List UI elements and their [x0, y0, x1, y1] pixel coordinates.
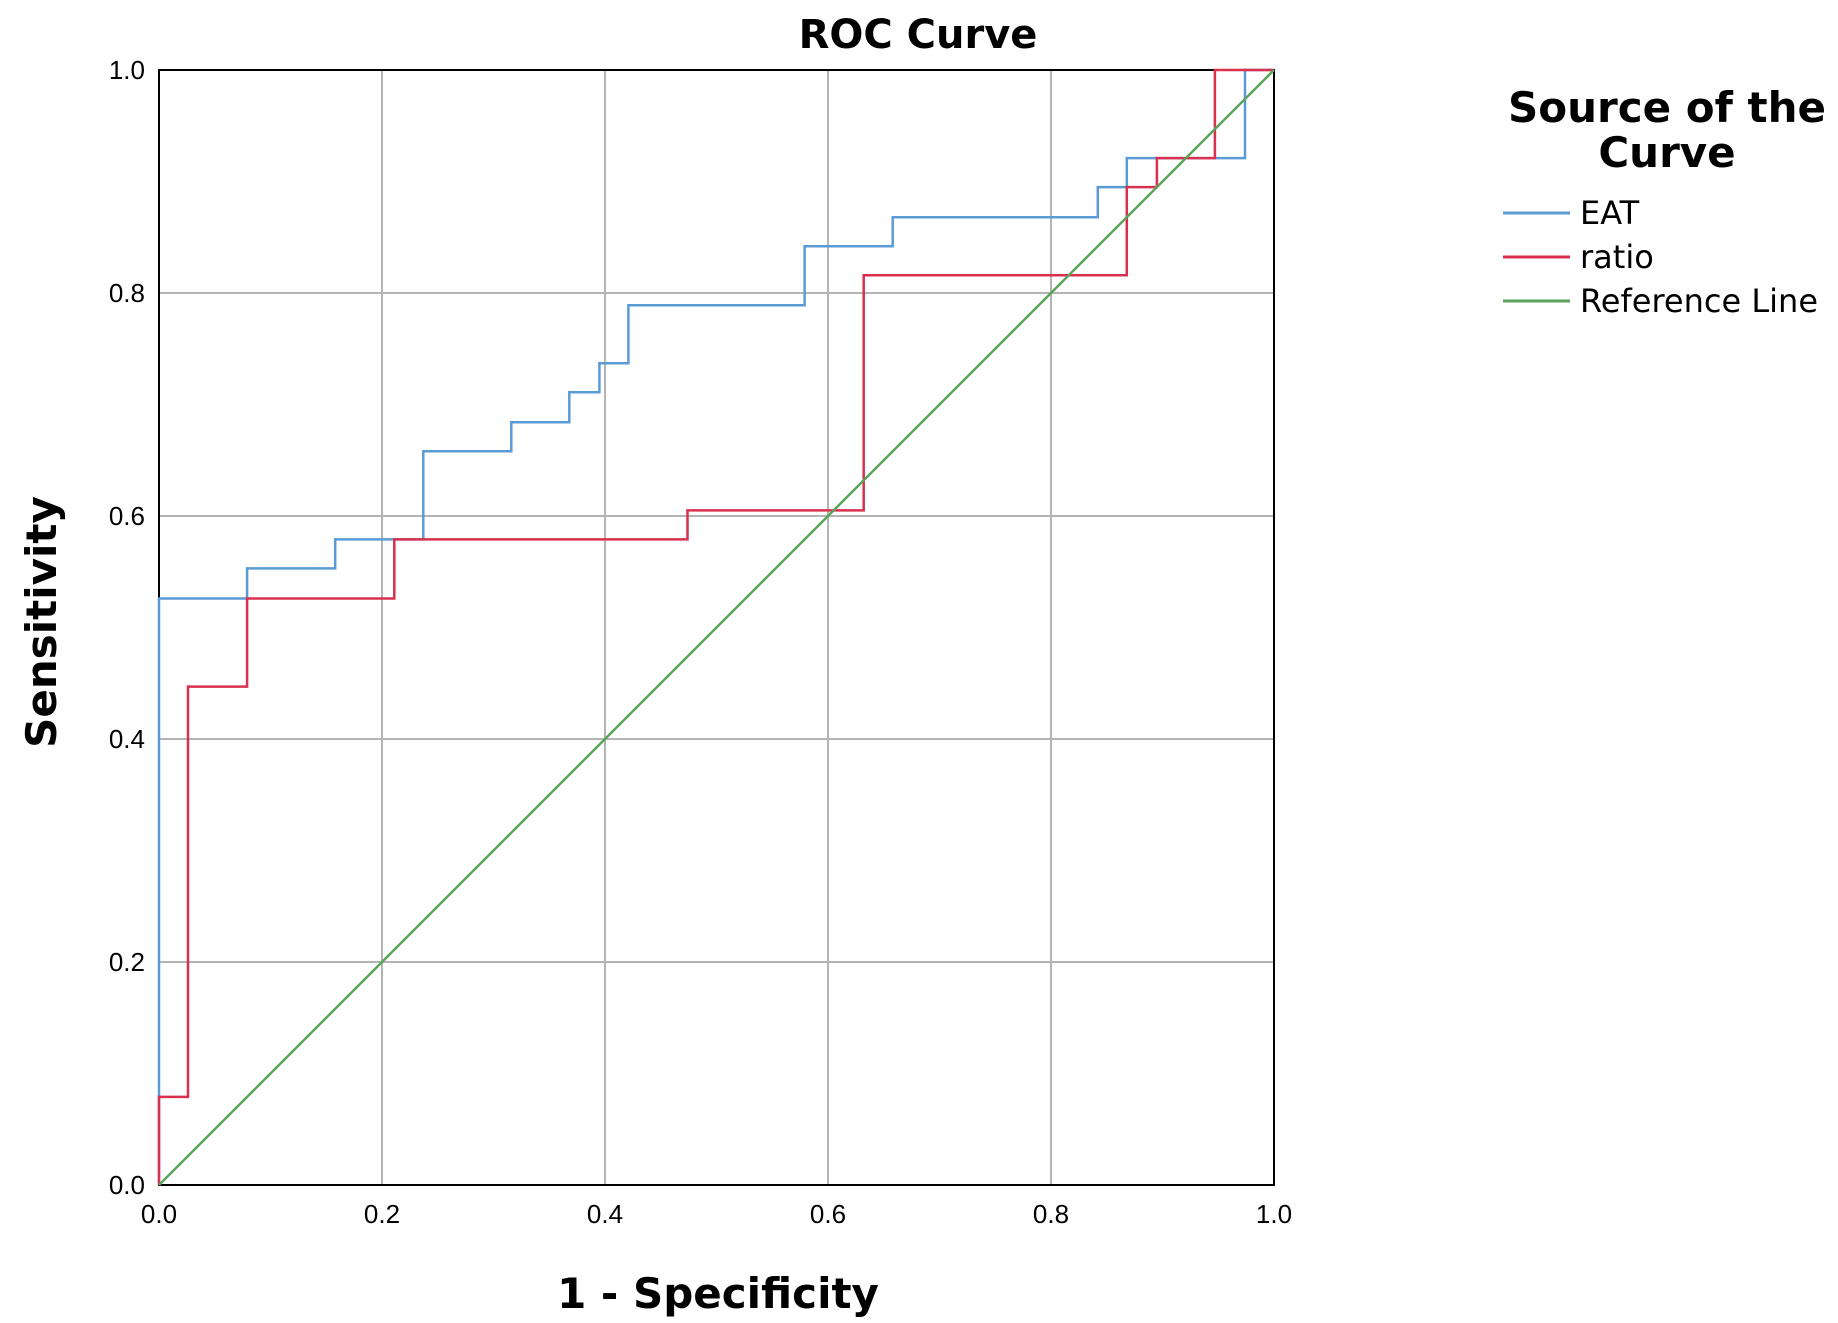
x-axis-label: 1 - Specificity — [557, 1269, 879, 1318]
x-tick-label: 0.2 — [364, 1199, 400, 1229]
series-line-eat — [157, 68, 1274, 1185]
y-tick-label: 0.8 — [109, 278, 145, 308]
x-tick-labels: 0.0 0.2 0.4 0.6 0.8 1.0 — [141, 1199, 1292, 1229]
y-tick-label: 0.6 — [109, 501, 145, 531]
legend-title-line: Curve — [1598, 128, 1735, 177]
series-line-ratio — [157, 68, 1274, 1185]
x-tick-label: 0.6 — [810, 1199, 846, 1229]
series-group — [157, 68, 1275, 1186]
x-tick-label: 0.4 — [587, 1199, 623, 1229]
legend-label-ratio: ratio — [1580, 238, 1654, 276]
grid — [159, 70, 1274, 1185]
y-tick-label: 0.0 — [109, 1170, 145, 1200]
series-line-reference-line — [158, 69, 1275, 1186]
x-tick-label: 0.8 — [1033, 1199, 1069, 1229]
x-tick-label: 0.0 — [141, 1199, 177, 1229]
y-tick-labels: 0.0 0.2 0.4 0.6 0.8 1.0 — [109, 55, 145, 1200]
legend-title-line: Source of the — [1508, 83, 1826, 132]
y-tick-label: 0.2 — [109, 947, 145, 977]
chart-title: ROC Curve — [799, 12, 1038, 58]
x-tick-label: 1.0 — [1256, 1199, 1292, 1229]
y-tick-label: 0.4 — [109, 724, 145, 754]
legend-label-eat: EAT — [1580, 194, 1640, 232]
y-tick-label: 1.0 — [109, 55, 145, 85]
y-axis-label: Sensitivity — [17, 496, 66, 748]
legend-label-reference-line: Reference Line — [1580, 282, 1818, 320]
